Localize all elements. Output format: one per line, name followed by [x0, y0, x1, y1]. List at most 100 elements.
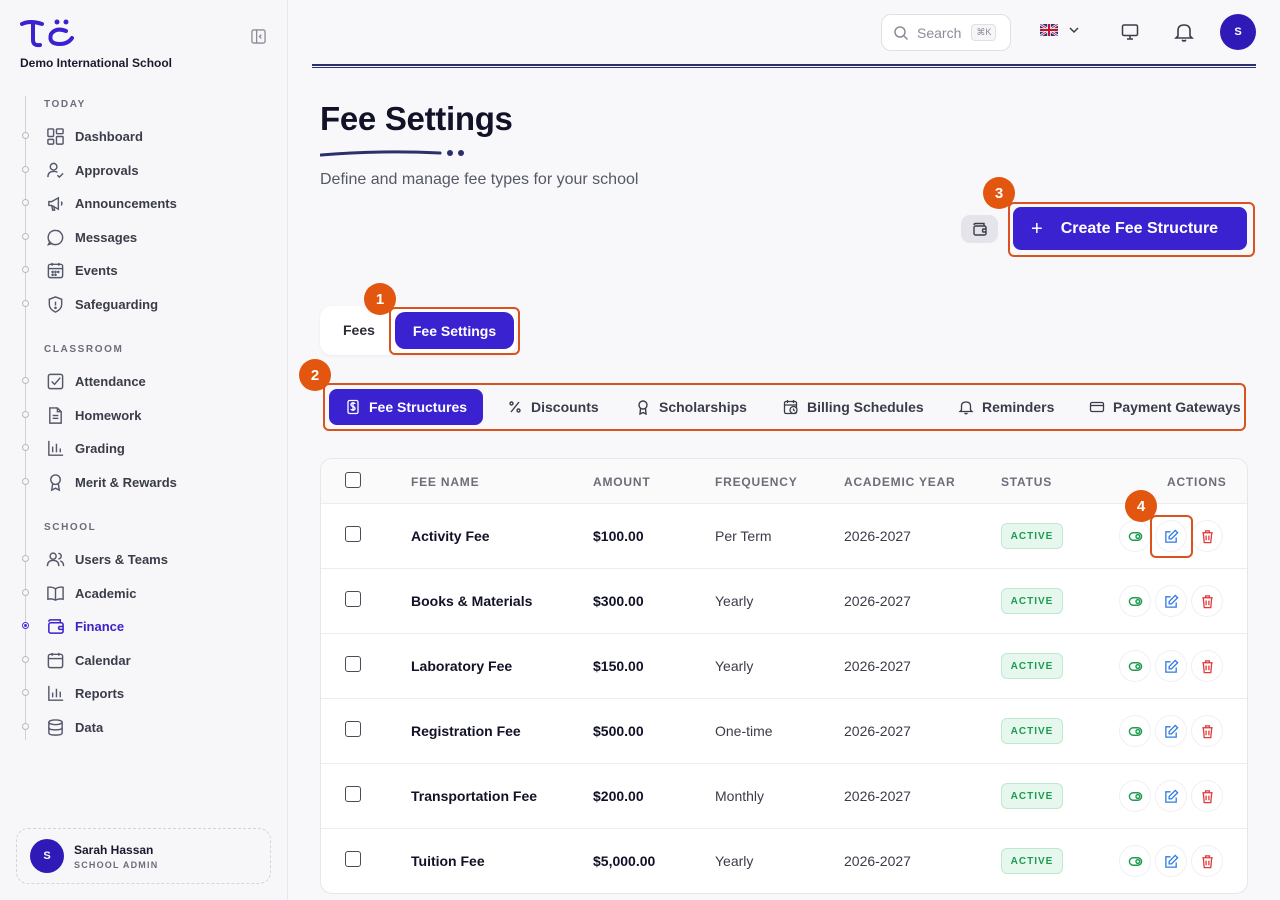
view-button[interactable] — [1120, 651, 1150, 681]
monitor-icon[interactable] — [1121, 23, 1139, 41]
subtab-discounts[interactable]: Discounts — [507, 389, 599, 425]
select-all-checkbox[interactable] — [345, 472, 361, 488]
trash-icon — [1200, 529, 1215, 544]
view-button[interactable] — [1120, 846, 1150, 876]
highlight-fee-settings-tab — [389, 307, 520, 355]
eye-toggle-icon — [1128, 529, 1143, 544]
search-input[interactable]: Search ⌘K — [881, 14, 1011, 51]
search-placeholder: Search — [917, 24, 962, 41]
header-status: STATUS — [1001, 475, 1053, 489]
fee-academic-year: 2026-2027 — [844, 788, 911, 804]
highlight-create-button — [1008, 202, 1255, 257]
delete-button[interactable] — [1192, 846, 1222, 876]
subtab-payment-gateways[interactable]: Payment Gateways — [1089, 389, 1241, 425]
view-button[interactable] — [1120, 781, 1150, 811]
plus-icon: + — [1031, 217, 1043, 240]
fee-frequency: Yearly — [715, 593, 754, 609]
table-row: Activity Fee $100.00 Per Term 2026-2027 ACTI… — [321, 504, 1247, 569]
view-button[interactable] — [1120, 521, 1150, 551]
delete-button[interactable] — [1192, 651, 1222, 681]
sidebar-item-dashboard[interactable]: Dashboard — [22, 122, 264, 150]
edit-icon — [1164, 528, 1179, 544]
page-subtitle: Define and manage fee types for your sch… — [320, 171, 639, 188]
sidebar-item-academic[interactable]: Academic — [22, 579, 264, 607]
top-avatar[interactable]: S — [1220, 14, 1256, 50]
delete-button[interactable] — [1192, 521, 1222, 551]
edit-button[interactable] — [1156, 651, 1186, 681]
row-checkbox[interactable] — [345, 526, 361, 542]
sidebar-item-merit-rewards[interactable]: Merit & Rewards — [22, 468, 264, 496]
sidebar-item-attendance[interactable]: Attendance — [22, 367, 264, 395]
fee-frequency: Per Term — [715, 528, 772, 544]
row-checkbox[interactable] — [345, 786, 361, 802]
calendar-icon — [47, 652, 64, 668]
page-title: Fee Settings — [320, 100, 513, 137]
fees-toggle: Fees Fee Settings — [320, 306, 516, 355]
delete-button[interactable] — [1192, 586, 1222, 616]
title-underline — [320, 150, 464, 157]
eye-toggle-icon — [1128, 724, 1143, 739]
header-frequency: FREQUENCY — [715, 475, 798, 489]
wallet-button[interactable] — [961, 215, 998, 243]
sidebar-item-calendar[interactable]: Calendar — [22, 646, 264, 674]
annotation-badge-4: 4 — [1125, 490, 1157, 522]
edit-button[interactable] — [1156, 586, 1186, 616]
book-open-icon — [47, 585, 64, 601]
header-academic-year: ACADEMIC YEAR — [844, 475, 956, 489]
view-button[interactable] — [1120, 586, 1150, 616]
sidebar-item-grading[interactable]: Grading — [22, 434, 264, 462]
row-checkbox[interactable] — [345, 721, 361, 737]
sidebar-item-safeguarding[interactable]: Safeguarding — [22, 290, 264, 318]
sidebar-item-announcements[interactable]: Announcements — [22, 189, 264, 217]
sidebar-item-reports[interactable]: Reports — [22, 679, 264, 707]
sidebar-item-users-teams[interactable]: Users & Teams — [22, 545, 264, 573]
sidebar-item-approvals[interactable]: Approvals — [22, 156, 264, 184]
edit-button[interactable] — [1156, 716, 1186, 746]
fee-frequency: Yearly — [715, 853, 754, 869]
delete-button[interactable] — [1192, 781, 1222, 811]
table-row: Transportation Fee $200.00 Monthly 2026-202… — [321, 764, 1247, 829]
edit-button[interactable] — [1156, 781, 1186, 811]
edit-button[interactable] — [1156, 846, 1186, 876]
fee-amount: $100.00 — [593, 528, 644, 544]
sidebar-item-data[interactable]: Data — [22, 713, 264, 741]
subtab-reminders[interactable]: Reminders — [958, 389, 1054, 425]
view-button[interactable] — [1120, 716, 1150, 746]
user-profile-card[interactable]: S Sarah Hassan SCHOOL ADMIN — [16, 828, 271, 884]
collapse-sidebar-icon[interactable] — [251, 29, 266, 44]
create-fee-structure-button[interactable]: + Create Fee Structure — [1013, 207, 1247, 250]
edit-button[interactable] — [1156, 521, 1186, 551]
status-badge: ACTIVE — [1001, 523, 1063, 549]
subtab-fee-structures[interactable]: Fee Structures — [329, 389, 484, 425]
chat-bubble-icon — [47, 229, 64, 246]
sidebar-item-messages[interactable]: Messages — [22, 223, 264, 251]
delete-button[interactable] — [1192, 716, 1222, 746]
trash-icon — [1200, 854, 1215, 869]
notification-bell-icon[interactable] — [1173, 21, 1195, 43]
user-name: Sarah Hassan — [74, 842, 154, 857]
school-name: Demo International School — [20, 56, 173, 70]
tab-fees[interactable]: Fees — [343, 322, 375, 338]
sidebar-item-homework[interactable]: Homework — [22, 401, 264, 429]
sidebar-item-finance[interactable]: Finance — [22, 612, 264, 640]
row-checkbox[interactable] — [345, 851, 361, 867]
sidebar: Demo International School TODAY CLASSROO… — [0, 0, 288, 900]
fee-amount: $500.00 — [593, 723, 644, 739]
row-checkbox[interactable] — [345, 591, 361, 607]
eye-toggle-icon — [1128, 659, 1143, 674]
sidebar-item-events[interactable]: Events — [22, 256, 264, 284]
fee-academic-year: 2026-2027 — [844, 528, 911, 544]
award-icon — [50, 473, 61, 491]
row-checkbox[interactable] — [345, 656, 361, 672]
bell-icon — [958, 401, 974, 415]
subtab-billing-schedules[interactable]: Billing Schedules — [783, 389, 924, 425]
fee-amount: $300.00 — [593, 593, 644, 609]
credit-card-icon — [1089, 401, 1105, 413]
main-content: Search ⌘K S Fee Settings Define and mana… — [289, 0, 1280, 900]
search-icon — [894, 25, 909, 40]
tab-fee-settings[interactable]: Fee Settings — [395, 312, 514, 349]
fee-amount: $200.00 — [593, 788, 644, 804]
subtab-scholarships[interactable]: Scholarships — [635, 389, 747, 425]
header-actions: ACTIONS — [1167, 475, 1227, 489]
language-selector[interactable] — [1040, 24, 1080, 36]
